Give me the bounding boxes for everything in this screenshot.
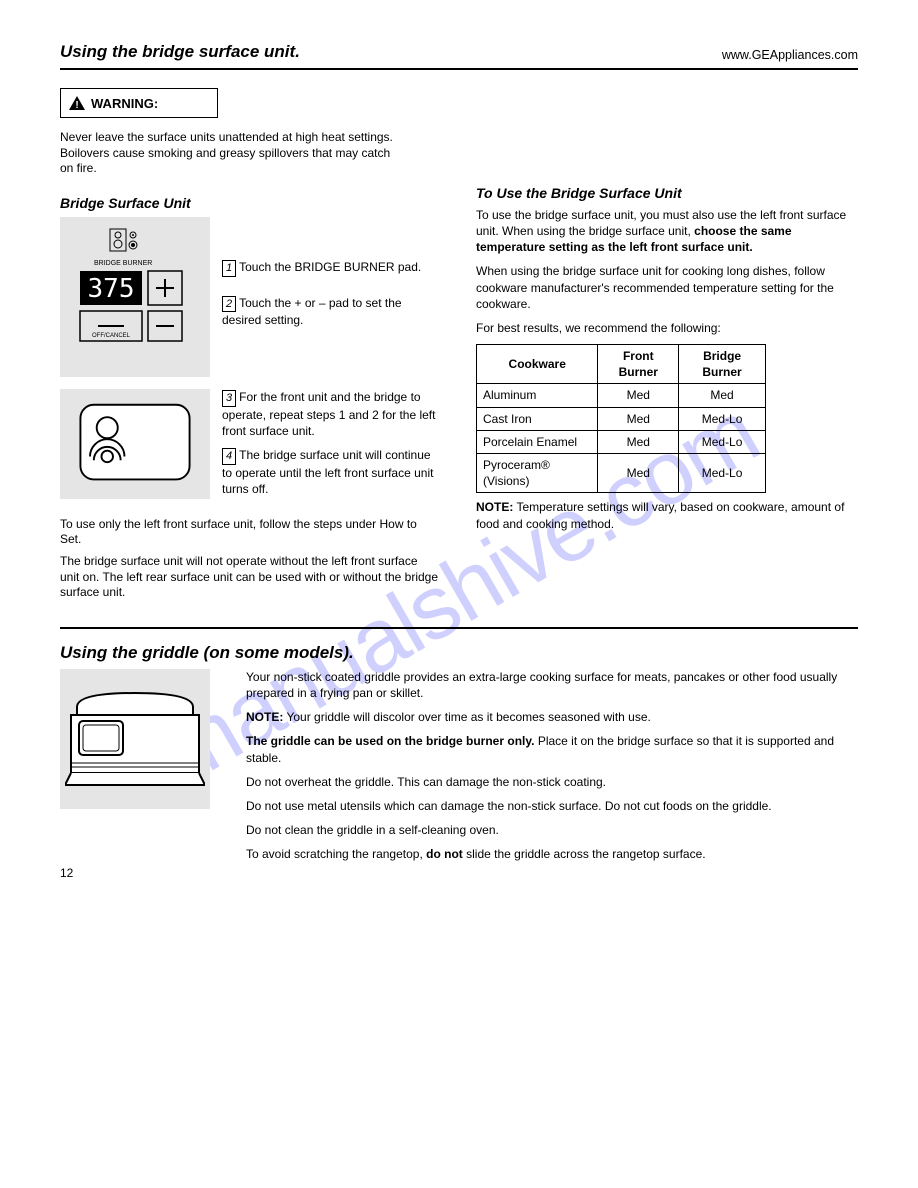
step-2-text: Touch the + or – pad to set the desired … (222, 296, 402, 328)
griddle-title: Using the griddle (on some models). (60, 643, 858, 663)
left-note-1: To use only the left front surface unit,… (60, 517, 440, 548)
illustration-1-row: BRIDGE BURNER 375 OFF/CANCEL (60, 217, 440, 377)
right-heading: To Use the Bridge Surface Unit (476, 185, 858, 201)
griddle-p2-bold: The griddle can be used on the bridge bu… (246, 734, 534, 748)
bridge-heading: Bridge Surface Unit (60, 195, 440, 211)
note-label: NOTE: (476, 500, 513, 514)
cooktop-illustration (60, 389, 210, 499)
griddle-p6c: slide the griddle across the rangetop su… (463, 847, 706, 861)
note-text: Temperature settings will vary, based on… (476, 500, 844, 530)
griddle-note-label: NOTE: (246, 710, 283, 724)
col-bridge: Bridge Burner (679, 345, 766, 384)
page-title: Using the bridge surface unit. (60, 42, 300, 62)
griddle-p4: Do not use metal utensils which can dama… (246, 798, 858, 814)
svg-text:OFF/CANCEL: OFF/CANCEL (92, 333, 131, 339)
griddle-p6b: do not (426, 847, 463, 861)
intro-paragraph: Never leave the surface units unattended… (60, 130, 400, 177)
right-body: To use the bridge surface unit, you must… (476, 207, 858, 532)
cell: Med (598, 430, 679, 453)
table-row: Pyroceram® (Visions) Med Med-Lo (477, 454, 766, 493)
col-cookware: Cookware (477, 345, 598, 384)
griddle-illustration (60, 669, 210, 809)
step-number-2: 2 (222, 296, 236, 313)
cell: Aluminum (477, 384, 598, 407)
step-4-text: The bridge surface unit will continue to… (222, 448, 433, 496)
step-number-3: 3 (222, 390, 236, 407)
left-note-2: The bridge surface unit will not operate… (60, 554, 440, 601)
warning-icon: ! (69, 96, 85, 110)
svg-text:BRIDGE BURNER: BRIDGE BURNER (94, 260, 152, 267)
step-3-text: For the front unit and the bridge to ope… (222, 390, 435, 438)
divider-top (60, 68, 858, 70)
svg-text:!: ! (75, 100, 78, 110)
warning-label: WARNING: (91, 96, 158, 111)
griddle-p5: Do not clean the griddle in a self-clean… (246, 822, 858, 838)
warning-box: ! WARNING: (60, 88, 218, 118)
step-1-text: Touch the BRIDGE BURNER pad. (239, 260, 421, 274)
right-p3: For best results, we recommend the follo… (476, 320, 858, 336)
main-columns: Bridge Surface Unit BRIDGE BURNER 375 (60, 185, 858, 601)
griddle-text-col: Your non-stick coated griddle provides a… (246, 669, 858, 871)
table-header-row: Cookware Front Burner Bridge Burner (477, 345, 766, 384)
illustration-2-row: 3For the front unit and the bridge to op… (60, 389, 440, 499)
control-panel-illustration: BRIDGE BURNER 375 OFF/CANCEL (60, 217, 210, 377)
cell: Med-Lo (679, 407, 766, 430)
cell: Med (679, 384, 766, 407)
griddle-note-text: Your griddle will discolor over time as … (283, 710, 651, 724)
table-row: Cast Iron Med Med-Lo (477, 407, 766, 430)
svg-text:375: 375 (88, 274, 135, 304)
right-p2: When using the bridge surface unit for c… (476, 263, 858, 312)
steps-3-4: 3For the front unit and the bridge to op… (222, 389, 440, 497)
griddle-section: Your non-stick coated griddle provides a… (60, 669, 858, 871)
cell: Pyroceram® (Visions) (477, 454, 598, 493)
cell: Med (598, 384, 679, 407)
col-front: Front Burner (598, 345, 679, 384)
divider-mid (60, 627, 858, 629)
cookware-table: Cookware Front Burner Bridge Burner Alum… (476, 344, 766, 493)
cell: Cast Iron (477, 407, 598, 430)
cell: Med (598, 407, 679, 430)
step-number-4: 4 (222, 448, 236, 465)
griddle-p3: Do not overheat the griddle. This can da… (246, 774, 858, 790)
right-column: To Use the Bridge Surface Unit To use th… (476, 185, 858, 601)
cell: Porcelain Enamel (477, 430, 598, 453)
griddle-p1: Your non-stick coated griddle provides a… (246, 669, 858, 701)
header-url: www.GEAppliances.com (722, 48, 858, 62)
left-column: Bridge Surface Unit BRIDGE BURNER 375 (60, 185, 440, 601)
cell: Med-Lo (679, 454, 766, 493)
step-number-1: 1 (222, 260, 236, 277)
cell: Med (598, 454, 679, 493)
steps-1-2: 1Touch the BRIDGE BURNER pad. 2Touch the… (222, 217, 440, 329)
table-row: Aluminum Med Med (477, 384, 766, 407)
table-row: Porcelain Enamel Med Med-Lo (477, 430, 766, 453)
cell: Med-Lo (679, 430, 766, 453)
header-row: Using the bridge surface unit. www.GEApp… (60, 42, 858, 62)
page-number: 12 (60, 866, 73, 880)
griddle-p6a: To avoid scratching the rangetop, (246, 847, 426, 861)
page-container: Using the bridge surface unit. www.GEApp… (0, 0, 918, 910)
